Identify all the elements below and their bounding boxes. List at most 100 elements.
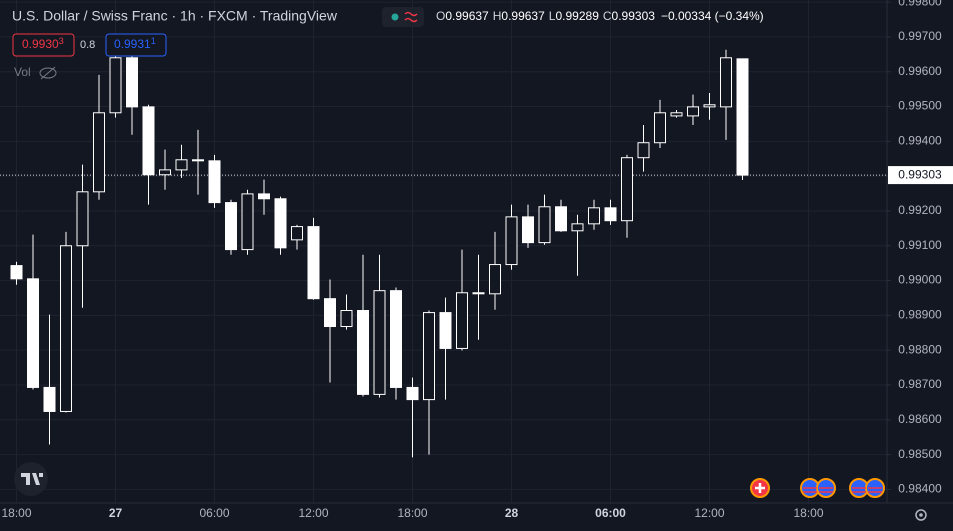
bid-price: 0.99303 <box>22 36 64 51</box>
candle-body <box>621 157 633 222</box>
candles <box>10 44 749 458</box>
candle-body <box>423 312 435 401</box>
candle-body <box>571 223 584 232</box>
candle-body <box>93 112 105 193</box>
ohlc-key: L <box>549 9 556 23</box>
last-price-tag <box>888 166 953 185</box>
settings-icon[interactable] <box>915 509 927 521</box>
y-tick-label: 0.98700 <box>898 377 942 391</box>
y-tick-label: 0.98400 <box>898 482 942 496</box>
y-tick-label: 0.99000 <box>898 273 942 287</box>
x-tick-label: 06:00 <box>595 506 626 520</box>
ohlc-key: H <box>493 9 502 23</box>
status-pill[interactable] <box>382 7 424 27</box>
last-price-label: 0.99303 <box>898 167 942 181</box>
candle-body <box>324 298 336 328</box>
x-tick-label: 06:00 <box>199 506 229 520</box>
ohlc-values: O0.99637 H0.99637 L0.99289 C0.99303 −0.00334… <box>436 9 764 23</box>
candle-body <box>456 292 468 349</box>
x-tick-label: 12:00 <box>694 506 724 520</box>
ohlc-key: C <box>603 9 612 23</box>
y-tick-label: 0.99400 <box>898 133 942 147</box>
candle-body <box>373 290 386 395</box>
candle-body <box>307 226 320 300</box>
x-tick-label: 27 <box>109 506 123 520</box>
candle-body <box>720 57 732 108</box>
x-tick-label: 18:00 <box>793 506 823 520</box>
y-tick-label: 0.99800 <box>898 0 942 8</box>
ask-main: 0.9931 <box>114 37 151 51</box>
ask-pip: 1 <box>151 36 156 46</box>
event-markers[interactable] <box>750 478 885 498</box>
x-tick-label: 18:00 <box>1 506 31 520</box>
candle-body <box>687 106 699 117</box>
x-tick-label: 12:00 <box>298 506 328 520</box>
ask-price: 0.99311 <box>114 36 156 51</box>
candle-body <box>505 216 518 266</box>
candle-body <box>60 245 72 412</box>
candle-body <box>406 386 419 401</box>
candle-body <box>142 106 155 176</box>
candle-body <box>208 160 221 204</box>
y-tick-label: 0.99100 <box>898 238 942 252</box>
data-status-icon <box>404 11 418 23</box>
candle-body <box>390 290 402 388</box>
candle-body <box>258 193 270 200</box>
candle-body <box>439 312 452 349</box>
candle-body <box>159 169 171 176</box>
candle-body <box>522 216 534 244</box>
ohlc-change: −0.00334 (−0.34%) <box>661 9 764 23</box>
candle-body <box>291 226 303 241</box>
candle-body <box>241 193 254 251</box>
y-tick-label: 0.99500 <box>898 99 942 113</box>
candle-body <box>109 57 122 114</box>
ohlc-key: O <box>436 9 445 23</box>
ohlc-value: 0.99637 <box>445 9 489 23</box>
candle-body <box>670 112 683 117</box>
candle-body <box>736 58 749 176</box>
candle-body <box>489 264 501 295</box>
candle-body <box>654 112 666 144</box>
candle-body <box>472 292 485 295</box>
y-tick-label: 0.99600 <box>898 64 942 78</box>
volume-label: Vol <box>14 65 31 79</box>
y-tick-label: 0.98800 <box>898 342 942 356</box>
tradingview-logo[interactable] <box>14 462 48 496</box>
y-tick-label: 0.99700 <box>898 29 942 43</box>
ohlc-value: 0.99637 <box>501 9 545 23</box>
y-tick-label: 0.99200 <box>898 203 942 217</box>
candle-body <box>588 207 600 225</box>
candle-body <box>10 265 23 280</box>
candle-body <box>637 142 650 159</box>
buy-button[interactable] <box>105 33 167 57</box>
grid <box>0 0 887 503</box>
candle-body <box>538 206 551 244</box>
candle-body <box>555 206 567 232</box>
candle-body <box>27 278 39 388</box>
candle-body <box>357 310 369 395</box>
y-tick-label: 0.98500 <box>898 447 942 461</box>
candle-body <box>126 57 138 108</box>
candle-body <box>43 386 56 412</box>
spread: 0.8 <box>80 39 95 51</box>
bid-pip: 3 <box>59 36 64 46</box>
y-tick-label: 0.98900 <box>898 308 942 322</box>
market-status-dot <box>391 13 399 21</box>
sell-button[interactable] <box>12 33 75 57</box>
hide-volume-icon[interactable] <box>39 66 57 80</box>
candle-body <box>192 159 204 162</box>
candle-body <box>225 202 237 251</box>
bid-main: 0.9930 <box>22 37 59 51</box>
candle-body <box>604 207 617 222</box>
symbol-title: U.S. Dollar / Swiss Franc · 1h · FXCM · … <box>12 8 338 24</box>
x-tick-label: 18:00 <box>397 506 427 520</box>
axes: 0.99800 0.99700 0.99600 0.99500 0.99400 0.993… <box>1 0 953 520</box>
legend: U.S. Dollar / Swiss Franc · 1h · FXCM · … <box>12 7 764 80</box>
candle-body <box>340 310 353 328</box>
candle-body <box>76 191 89 247</box>
candle-body <box>175 159 188 171</box>
candle-body <box>274 198 287 249</box>
x-tick-label: 28 <box>505 506 519 520</box>
